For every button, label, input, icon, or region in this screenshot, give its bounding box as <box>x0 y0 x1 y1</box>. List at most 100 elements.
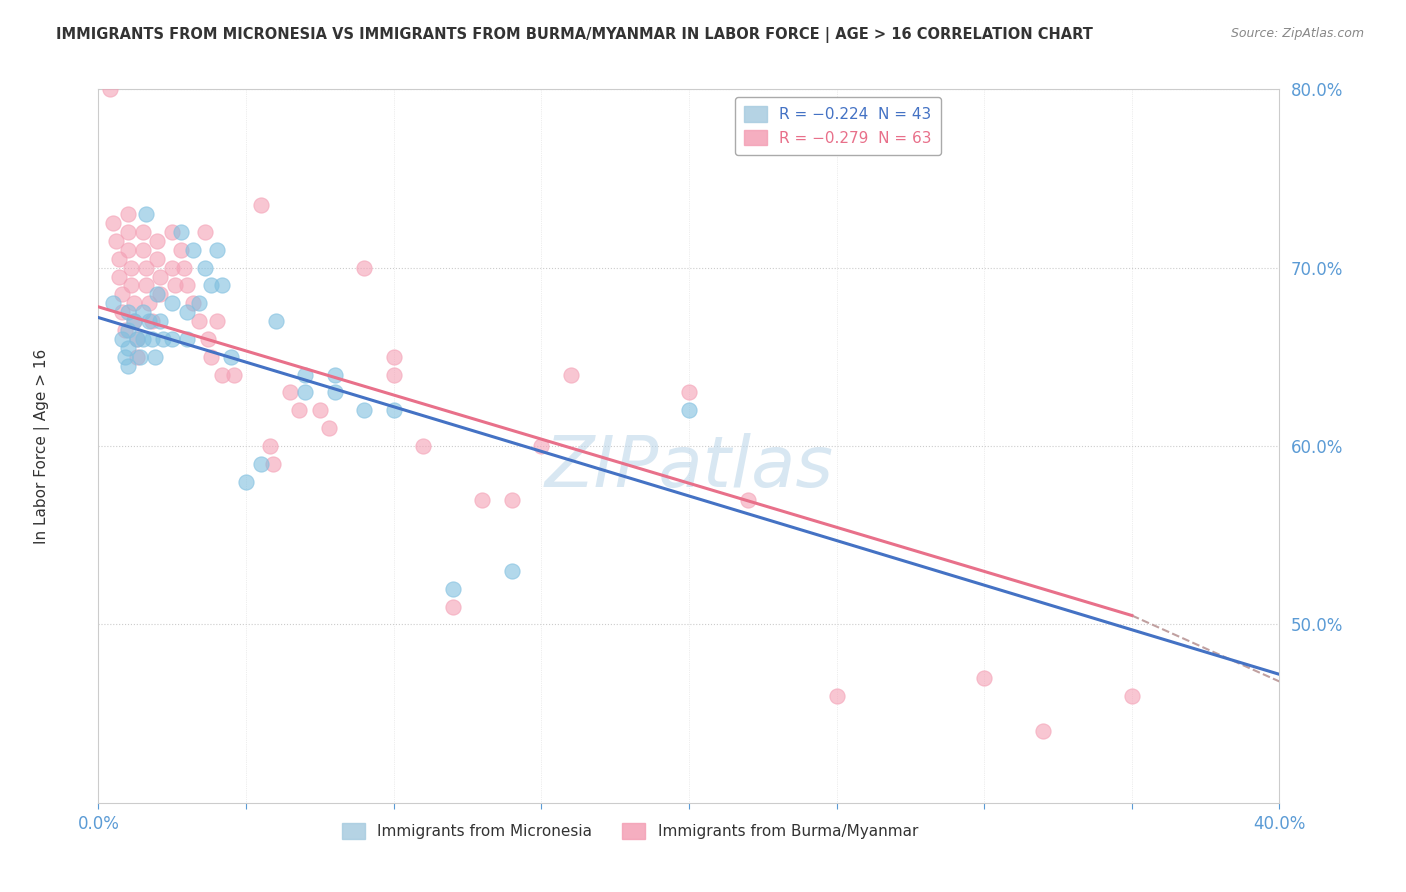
Text: In Labor Force | Age > 16: In Labor Force | Age > 16 <box>34 349 51 543</box>
Point <box>187 314 209 328</box>
Point <box>264 314 287 328</box>
Point <box>117 305 139 319</box>
Point <box>122 314 145 328</box>
Point <box>262 457 284 471</box>
Point <box>114 323 136 337</box>
Point <box>149 314 172 328</box>
Point <box>280 385 302 400</box>
Point <box>173 260 195 275</box>
Point <box>737 492 759 507</box>
Point <box>205 314 228 328</box>
Point <box>114 350 136 364</box>
Point <box>162 332 183 346</box>
Point <box>162 225 183 239</box>
Point <box>143 350 166 364</box>
Point <box>146 287 169 301</box>
Point <box>973 671 995 685</box>
Point <box>323 368 346 382</box>
Point <box>678 403 700 417</box>
Point <box>146 234 169 248</box>
Point <box>149 287 172 301</box>
Point <box>105 234 128 248</box>
Text: Source: ZipAtlas.com: Source: ZipAtlas.com <box>1230 27 1364 40</box>
Point <box>353 403 375 417</box>
Point <box>132 243 155 257</box>
Point <box>149 269 172 284</box>
Point <box>211 278 233 293</box>
Point <box>288 403 311 417</box>
Point <box>117 207 139 221</box>
Point <box>125 350 148 364</box>
Point <box>412 439 434 453</box>
Point <box>120 278 142 293</box>
Point <box>165 278 187 293</box>
Point <box>170 225 193 239</box>
Point <box>117 243 139 257</box>
Point <box>152 332 174 346</box>
Point <box>200 278 222 293</box>
Point <box>1032 724 1054 739</box>
Point <box>135 278 157 293</box>
Point <box>194 260 217 275</box>
Point <box>103 296 125 310</box>
Point <box>176 332 198 346</box>
Point <box>117 341 139 355</box>
Point <box>138 314 160 328</box>
Text: IMMIGRANTS FROM MICRONESIA VS IMMIGRANTS FROM BURMA/MYANMAR IN LABOR FORCE | AGE: IMMIGRANTS FROM MICRONESIA VS IMMIGRANTS… <box>56 27 1092 43</box>
Point <box>294 368 316 382</box>
Point <box>132 332 155 346</box>
Point <box>294 385 316 400</box>
Point <box>146 252 169 266</box>
Point <box>353 260 375 275</box>
Point <box>471 492 494 507</box>
Point <box>318 421 340 435</box>
Point <box>125 332 148 346</box>
Point <box>200 350 222 364</box>
Text: ZIPatlas: ZIPatlas <box>544 433 834 502</box>
Point <box>560 368 582 382</box>
Point <box>103 216 125 230</box>
Point <box>250 198 273 212</box>
Point <box>678 385 700 400</box>
Point <box>111 332 134 346</box>
Point <box>211 368 233 382</box>
Point <box>235 475 257 489</box>
Point <box>162 260 183 275</box>
Point <box>323 385 346 400</box>
Point <box>221 350 243 364</box>
Point <box>122 314 145 328</box>
Point <box>117 359 139 373</box>
Point <box>309 403 332 417</box>
Point <box>141 314 163 328</box>
Point <box>250 457 273 471</box>
Point <box>98 82 121 96</box>
Point <box>501 564 523 578</box>
Point <box>108 252 131 266</box>
Point <box>135 207 157 221</box>
Point <box>501 492 523 507</box>
Point <box>170 243 193 257</box>
Point <box>141 332 163 346</box>
Point <box>162 296 183 310</box>
Point <box>259 439 281 453</box>
Point <box>181 243 204 257</box>
Point <box>205 243 228 257</box>
Point <box>135 260 157 275</box>
Point <box>111 287 134 301</box>
Point <box>530 439 553 453</box>
Point <box>187 296 209 310</box>
Point <box>138 296 160 310</box>
Point <box>122 296 145 310</box>
Point <box>176 278 198 293</box>
Point <box>108 269 131 284</box>
Point <box>1121 689 1143 703</box>
Point <box>132 225 155 239</box>
Point <box>382 350 405 364</box>
Point <box>382 403 405 417</box>
Point <box>382 368 405 382</box>
Point <box>441 599 464 614</box>
Point <box>111 305 134 319</box>
Point <box>441 582 464 596</box>
Point <box>176 305 198 319</box>
Point <box>224 368 246 382</box>
